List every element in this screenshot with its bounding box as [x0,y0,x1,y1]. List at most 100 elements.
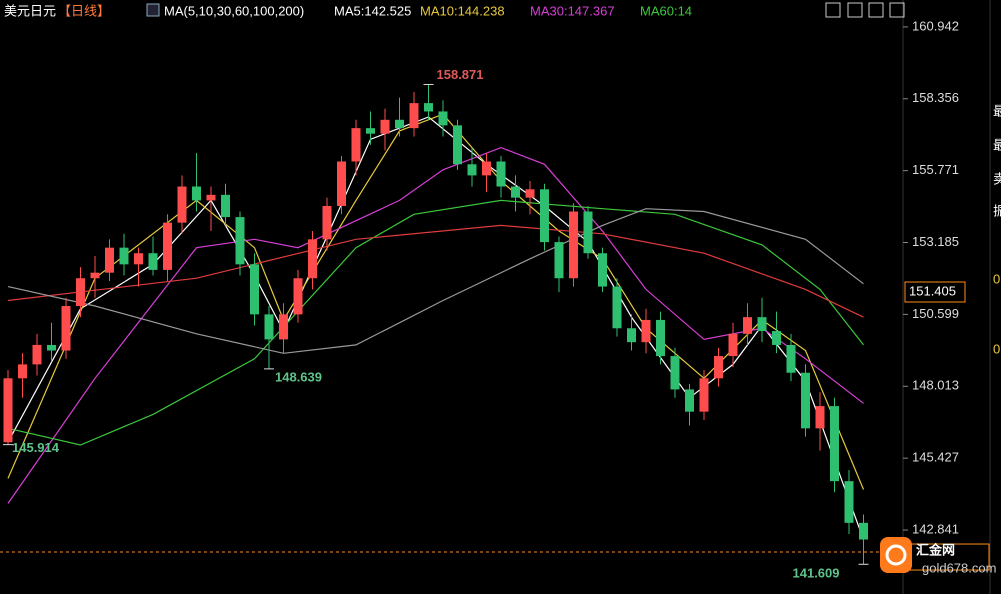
candle-body [235,217,245,265]
tool-button[interactable] [847,2,863,18]
ma-value: MA60:14 [640,3,692,18]
candle-body [293,278,303,315]
candle-body [540,189,549,243]
sidebar-text: 0 [993,271,1000,286]
candle-body [685,389,694,412]
y-tick-label: 150.599 [912,306,959,321]
candle-body [192,186,201,201]
candle-body [830,406,839,482]
candle-body [728,333,738,357]
candle-body [90,272,100,279]
candle-body [264,314,274,340]
candle-body [380,119,390,134]
annotation-label: 145.914 [12,440,60,455]
candle-body [467,164,477,176]
y-tick-label: 142.841 [912,521,959,536]
candle-body [76,278,85,307]
ma-line [7,224,864,318]
candle-body [482,161,491,176]
candle-body [844,481,854,523]
y-tick-label: 145.427 [912,450,959,465]
y-tick-label: 148.013 [912,378,959,393]
candle-body [815,406,825,429]
candle-body [409,103,419,129]
candle-body [583,211,593,254]
candle-body [743,317,752,334]
candle-body [395,119,404,129]
watermark-brand: 汇金网 [916,542,955,557]
watermark-url: gold678.com [922,560,996,575]
watermark-logo [880,537,912,573]
header-text: MA(5,10,30,60,100,200) [164,3,304,18]
candle-body [322,205,332,240]
candle-body [424,103,433,112]
tool-button[interactable] [868,2,884,18]
candle-body [525,189,535,198]
ma-value: MA10:144.238 [420,3,505,18]
candle-body [699,378,709,412]
ma-line [7,199,864,446]
candle-body [598,253,607,287]
candle-body [612,286,622,329]
price-marker-box [904,281,966,303]
annotation-label: 148.639 [275,369,322,384]
candle-body [279,314,288,340]
candle-body [177,186,187,223]
candle-body [221,194,230,218]
candle-body [250,264,259,315]
price-line-box [904,543,990,571]
sidebar-text: 最 [993,103,1001,118]
sidebar-text: 最 [993,137,1001,152]
candle-body [61,306,71,351]
candle-body [569,211,578,279]
candle-body [105,247,114,273]
tool-button[interactable] [825,2,841,18]
candle-body [757,317,767,332]
candle-body [163,222,172,270]
sidebar-text: 振 [993,203,1001,218]
candle-body [670,356,680,390]
candle-body [134,253,143,265]
candle-body [511,186,520,198]
ma-line [7,208,864,354]
candle-body [351,128,361,162]
tool-button[interactable] [889,2,905,18]
y-tick-label: 153.185 [912,234,959,249]
candle-body [627,328,636,343]
toolbar[interactable] [825,2,905,18]
candle-body [772,331,781,345]
annotation-label: 158.871 [437,67,484,82]
candle-body [859,522,868,540]
ma-value: MA5:142.525 [334,3,411,18]
sidebar-text: 0 [993,341,1000,356]
candle-body [554,242,564,279]
candle-body [3,378,13,443]
candle-body [47,344,56,351]
ma-line [7,146,864,504]
candle-body [148,253,158,270]
sidebar-text: 卖 [993,171,1001,186]
candle-body [366,128,375,134]
candle-body [18,364,27,379]
y-tick-label: 160.942 [912,18,959,33]
candle-body [786,344,796,373]
candle-body [206,194,216,201]
candle-body [453,125,462,165]
header-text: 美元日元 [4,3,56,18]
header-text: 【日线】 [58,3,110,18]
annotation-label: 141.609 [793,566,840,581]
y-tick-label: 155.771 [912,162,959,177]
candle-body [641,319,651,343]
candle-body [656,319,665,357]
candle-body [714,356,723,379]
candle-body [496,161,506,187]
ma-value: MA30:147.367 [530,3,615,18]
candle-body [308,239,317,279]
candle-body [119,247,129,265]
candle-body [438,111,448,126]
y-tick-label: 158.356 [912,90,959,105]
candle-body [801,372,810,429]
watermark-logo-ring [885,544,907,566]
